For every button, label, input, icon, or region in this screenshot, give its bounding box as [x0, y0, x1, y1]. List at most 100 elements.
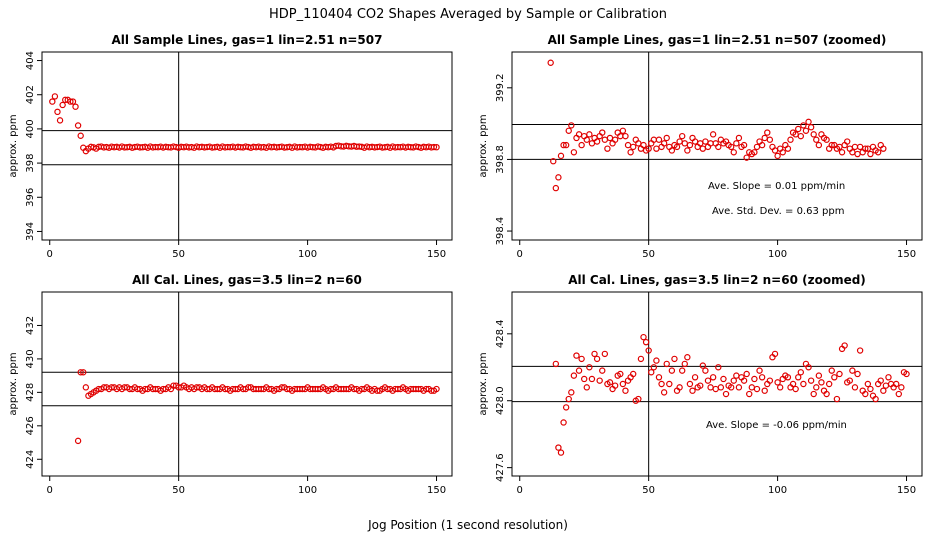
x-tick-label: 50	[642, 485, 655, 496]
data-point	[586, 131, 593, 138]
data-point	[663, 360, 670, 368]
data-point	[867, 150, 874, 158]
data-point	[828, 367, 835, 374]
data-point	[844, 138, 851, 145]
data-point	[895, 390, 902, 398]
data-point	[599, 367, 606, 374]
annotation: Ave. Slope = -0.06 ppm/min	[706, 420, 847, 431]
data-point	[882, 382, 890, 389]
data-point	[671, 355, 678, 363]
data-point	[813, 384, 820, 391]
data-point	[751, 375, 758, 383]
data-point	[645, 145, 652, 152]
x-tick-label: 100	[768, 485, 787, 496]
data-point	[704, 377, 712, 384]
x-tick-label: 50	[642, 249, 655, 260]
data-point	[619, 127, 627, 134]
data-point	[712, 385, 719, 393]
data-point	[735, 134, 743, 142]
data-point	[686, 380, 694, 388]
data-point	[805, 118, 812, 126]
data-point	[619, 380, 627, 388]
data-point	[748, 384, 756, 391]
data-point	[867, 385, 874, 393]
data-point	[72, 103, 79, 110]
data-point	[611, 382, 619, 389]
plot-frame	[511, 51, 923, 241]
data-point	[733, 140, 740, 147]
x-tick-label: 150	[427, 485, 446, 496]
data-point	[735, 384, 743, 391]
data-point	[676, 384, 683, 391]
y-tick-label: 394	[25, 222, 36, 241]
data-point	[604, 145, 611, 152]
data-point	[813, 136, 820, 143]
data-point	[668, 147, 676, 154]
data-point	[581, 375, 588, 383]
data-point	[578, 141, 585, 149]
x-tick-label: 50	[172, 249, 185, 260]
panels: All Sample Lines, gas=1 lin=2.51 n=507 0 5…	[8, 33, 923, 496]
data-point	[655, 374, 663, 381]
data-point	[702, 138, 709, 145]
data-point	[629, 143, 637, 151]
data-point	[570, 149, 578, 156]
data-point	[800, 380, 807, 388]
data-point	[787, 136, 794, 143]
data-point	[800, 122, 807, 129]
annotation: Ave. Slope = 0.01 ppm/min	[708, 181, 845, 192]
data-point	[699, 362, 707, 369]
panel-title: All Sample Lines, gas=1 lin=2.51 n=507 (…	[548, 33, 887, 47]
y-tick-label: 426	[25, 416, 36, 435]
x-tick-label: 100	[298, 485, 317, 496]
data-point	[880, 387, 887, 394]
data-point	[681, 360, 688, 368]
data-point	[56, 117, 64, 124]
y-tick-label: 398	[25, 154, 36, 173]
data-point	[642, 338, 650, 346]
data-point	[810, 390, 817, 398]
panel-1: All Sample Lines, gas=1 lin=2.51 n=507 0 5…	[8, 33, 453, 260]
data-point	[624, 141, 632, 149]
data-point	[606, 379, 614, 386]
data-point	[823, 390, 830, 398]
data-point	[59, 101, 66, 109]
data-point	[660, 389, 668, 396]
data-point	[557, 449, 565, 456]
data-point	[648, 369, 655, 376]
x-tick-label: 150	[427, 249, 446, 260]
data-point	[795, 374, 802, 381]
y-tick-label: 404	[25, 51, 36, 70]
data-point	[851, 384, 859, 391]
data-point	[746, 390, 753, 398]
y-tick-label: 402	[25, 85, 36, 104]
data-points	[49, 93, 440, 155]
data-point	[622, 387, 629, 394]
x-tick-label: 100	[298, 249, 317, 260]
data-point	[774, 152, 781, 160]
panel-title: All Cal. Lines, gas=3.5 lin=2 n=60 (zoom…	[568, 273, 866, 287]
data-point	[697, 382, 704, 389]
data-point	[678, 367, 686, 374]
data-point	[810, 131, 817, 138]
data-point	[740, 141, 748, 149]
data-point	[818, 379, 825, 386]
data-point	[774, 379, 781, 386]
data-point	[565, 395, 572, 403]
data-point	[560, 419, 567, 426]
data-point	[622, 132, 629, 140]
data-point	[658, 380, 665, 388]
data-point	[776, 384, 784, 391]
data-point	[756, 367, 763, 374]
data-point	[740, 377, 748, 384]
data-point	[555, 444, 562, 451]
x-tick-label: 0	[47, 249, 53, 260]
data-point	[761, 134, 768, 142]
data-point	[846, 377, 853, 384]
data-point	[82, 384, 90, 391]
data-point	[877, 377, 884, 384]
data-point	[80, 369, 87, 376]
data-point	[583, 136, 590, 143]
